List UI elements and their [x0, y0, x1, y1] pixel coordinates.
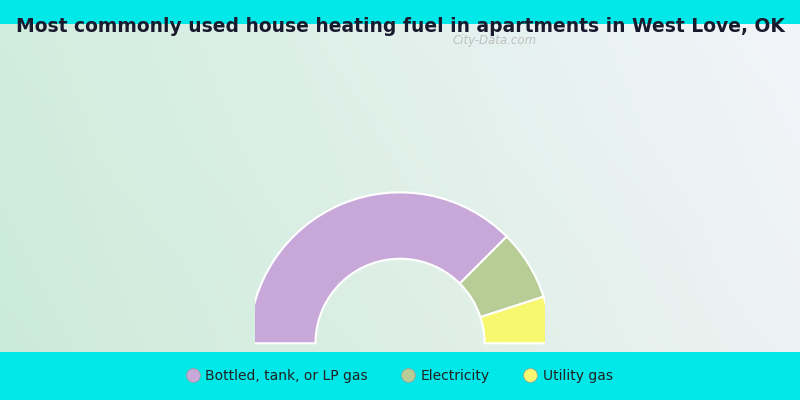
- Wedge shape: [249, 192, 506, 343]
- Legend: Bottled, tank, or LP gas, Electricity, Utility gas: Bottled, tank, or LP gas, Electricity, U…: [187, 369, 613, 383]
- Text: Most commonly used house heating fuel in apartments in West Love, OK: Most commonly used house heating fuel in…: [15, 16, 785, 36]
- Text: City-Data.com: City-Data.com: [452, 34, 537, 47]
- Wedge shape: [460, 236, 543, 317]
- Wedge shape: [480, 297, 551, 343]
